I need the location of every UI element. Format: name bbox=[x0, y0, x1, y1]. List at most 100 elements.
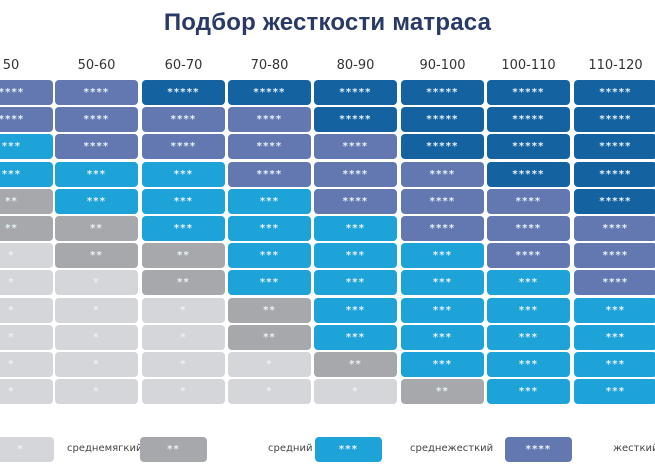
column-header: 60-70 bbox=[164, 58, 203, 73]
firmness-cell: * bbox=[0, 297, 53, 323]
firmness-cell: **** bbox=[314, 161, 397, 187]
firmness-cell: * bbox=[142, 379, 225, 405]
column-header: 50-60 bbox=[77, 58, 116, 73]
firmness-cell: **** bbox=[574, 270, 655, 296]
firmness-cell: ** bbox=[0, 216, 53, 241]
firmness-cell: ** bbox=[55, 243, 138, 269]
firmness-cell: *** bbox=[574, 324, 655, 350]
firmness-cell: *** bbox=[487, 270, 570, 296]
firmness-cell: **** bbox=[574, 216, 655, 241]
firmness-cell: ** bbox=[142, 270, 225, 296]
column-header: 50 bbox=[2, 58, 20, 73]
legend-swatch-medium-firm: **** bbox=[505, 437, 572, 462]
column-header: 80-90 bbox=[336, 58, 375, 73]
firmness-cell: ***** bbox=[401, 80, 484, 105]
firmness-cell: ***** bbox=[574, 80, 655, 105]
firmness-cell: *** bbox=[574, 379, 655, 405]
firmness-cell: *** bbox=[142, 188, 225, 214]
firmness-cell: *** bbox=[574, 297, 655, 323]
firmness-cell: ***** bbox=[401, 134, 484, 160]
firmness-cell: *** bbox=[314, 243, 397, 269]
legend-label-medium-firm: среднежесткий bbox=[410, 443, 494, 454]
firmness-cell: **** bbox=[314, 134, 397, 160]
column-header: 90-100 bbox=[419, 58, 466, 73]
firmness-cell: ***** bbox=[401, 107, 484, 133]
firmness-cell: ***** bbox=[314, 80, 397, 105]
firmness-cell: * bbox=[55, 270, 138, 296]
firmness-cell: *** bbox=[228, 188, 311, 214]
firmness-cell: *** bbox=[401, 270, 484, 296]
firmness-cell: **** bbox=[228, 107, 311, 133]
firmness-cell: *** bbox=[574, 352, 655, 377]
firmness-cell: *** bbox=[487, 352, 570, 377]
firmness-cell: ***** bbox=[574, 161, 655, 187]
firmness-cell: *** bbox=[487, 379, 570, 405]
firmness-cell: ** bbox=[0, 188, 53, 214]
firmness-cell: *** bbox=[0, 161, 53, 187]
firmness-cell: **** bbox=[0, 80, 53, 105]
firmness-cell: *** bbox=[55, 161, 138, 187]
column-header: 110-120 bbox=[588, 58, 643, 73]
firmness-cell: * bbox=[228, 379, 311, 405]
firmness-cell: ***** bbox=[487, 161, 570, 187]
legend-label-medium: средний bbox=[268, 443, 313, 454]
firmness-cell: *** bbox=[228, 216, 311, 241]
firmness-cell: *** bbox=[401, 297, 484, 323]
firmness-cell: * bbox=[0, 379, 53, 405]
firmness-cell: *** bbox=[142, 216, 225, 241]
firmness-cell: **** bbox=[0, 107, 53, 133]
firmness-cell: * bbox=[55, 297, 138, 323]
legend-label-firm: жесткий bbox=[613, 443, 655, 454]
firmness-cell: * bbox=[142, 324, 225, 350]
firmness-cell: ** bbox=[228, 324, 311, 350]
firmness-cell: **** bbox=[487, 188, 570, 214]
firmness-cell: **** bbox=[487, 216, 570, 241]
firmness-cell: *** bbox=[228, 243, 311, 269]
firmness-cell: * bbox=[0, 324, 53, 350]
legend-swatch-medium-soft: ** bbox=[140, 437, 207, 462]
firmness-cell: * bbox=[0, 352, 53, 377]
legend-swatch-soft: * bbox=[0, 437, 54, 462]
firmness-cell: *** bbox=[401, 243, 484, 269]
firmness-cell: **** bbox=[142, 107, 225, 133]
firmness-cell: * bbox=[0, 243, 53, 269]
firmness-cell: * bbox=[142, 297, 225, 323]
firmness-cell: **** bbox=[487, 243, 570, 269]
firmness-cell: *** bbox=[228, 270, 311, 296]
firmness-cell: **** bbox=[401, 216, 484, 241]
firmness-cell: *** bbox=[487, 324, 570, 350]
firmness-cell: ***** bbox=[228, 80, 311, 105]
firmness-cell: *** bbox=[0, 134, 53, 160]
legend-swatch-medium: *** bbox=[315, 437, 382, 462]
firmness-cell: **** bbox=[401, 161, 484, 187]
firmness-cell: ** bbox=[55, 216, 138, 241]
firmness-cell: * bbox=[142, 352, 225, 377]
firmness-cell: * bbox=[55, 352, 138, 377]
firmness-cell: *** bbox=[401, 324, 484, 350]
firmness-cell: ** bbox=[228, 297, 311, 323]
firmness-cell: ** bbox=[314, 352, 397, 377]
firmness-cell: *** bbox=[314, 297, 397, 323]
firmness-cell: **** bbox=[228, 161, 311, 187]
page-title: Подбор жесткости матраса bbox=[163, 9, 492, 36]
firmness-cell: ***** bbox=[487, 134, 570, 160]
firmness-cell: **** bbox=[55, 80, 138, 105]
firmness-cell: * bbox=[0, 270, 53, 296]
firmness-cell: ** bbox=[401, 379, 484, 405]
firmness-cell: ***** bbox=[574, 107, 655, 133]
firmness-cell: **** bbox=[142, 134, 225, 160]
firmness-cell: *** bbox=[401, 352, 484, 377]
firmness-cell: ** bbox=[142, 243, 225, 269]
firmness-cell: **** bbox=[228, 134, 311, 160]
firmness-cell: * bbox=[314, 379, 397, 405]
legend-label-medium-soft: среднемягкий bbox=[67, 443, 143, 454]
firmness-cell: **** bbox=[55, 134, 138, 160]
firmness-cell: * bbox=[55, 324, 138, 350]
firmness-cell: *** bbox=[55, 188, 138, 214]
firmness-cell: *** bbox=[314, 324, 397, 350]
firmness-cell: ***** bbox=[314, 107, 397, 133]
firmness-cell: **** bbox=[314, 188, 397, 214]
firmness-cell: * bbox=[228, 352, 311, 377]
column-header: 70-80 bbox=[250, 58, 289, 73]
firmness-cell: ***** bbox=[487, 80, 570, 105]
